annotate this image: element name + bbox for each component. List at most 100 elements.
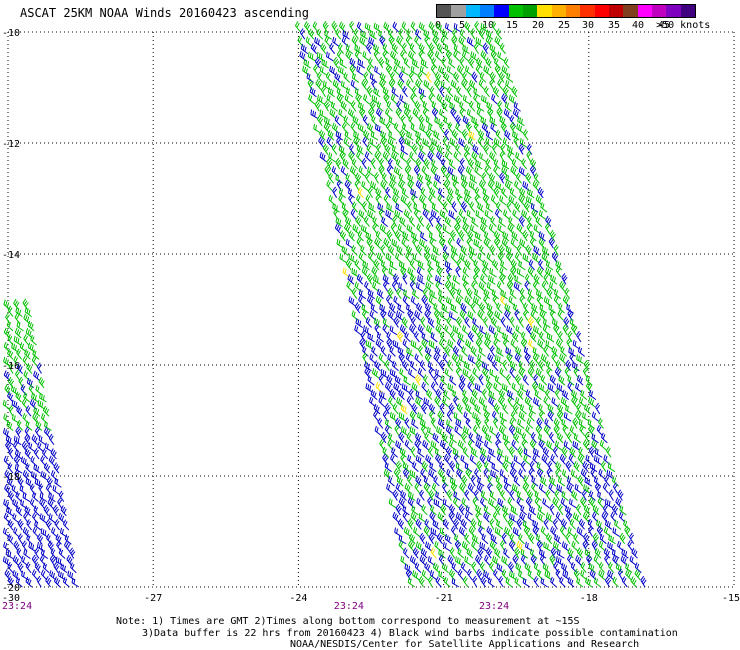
wind-barb — [462, 280, 468, 292]
wind-barb — [566, 476, 575, 487]
wind-barb — [455, 462, 464, 473]
wind-barb — [427, 151, 434, 163]
wind-barb — [369, 396, 376, 408]
wind-barb — [522, 520, 531, 530]
wind-barb — [5, 435, 14, 446]
wind-barb — [494, 354, 503, 364]
pass-time-label: 23:24 — [479, 601, 509, 612]
wind-barb — [519, 294, 525, 307]
wind-barb — [461, 78, 468, 90]
wind-barb — [388, 432, 395, 444]
wind-barb — [468, 525, 475, 537]
wind-barb — [400, 404, 408, 415]
wind-barb — [584, 403, 591, 415]
wind-barb — [415, 390, 424, 401]
wind-barb — [444, 345, 451, 357]
wind-barb — [314, 56, 322, 69]
wind-barb — [508, 446, 515, 458]
wind-barb — [402, 467, 410, 480]
wind-barb — [69, 547, 76, 559]
wind-barb — [571, 490, 578, 501]
wind-barb — [555, 360, 562, 372]
wind-barb — [435, 576, 442, 588]
wind-barb — [369, 244, 376, 256]
wind-barb — [39, 492, 48, 503]
wind-barb — [376, 332, 384, 343]
wind-barb — [417, 367, 425, 379]
wind-barb — [485, 158, 492, 170]
wind-barb — [327, 129, 335, 141]
wind-barb — [421, 294, 428, 307]
wind-barb — [401, 66, 409, 76]
wind-barb — [540, 374, 548, 386]
wind-barb — [463, 194, 471, 206]
wind-barb — [450, 79, 458, 91]
wind-barb — [419, 418, 428, 429]
wind-barb — [557, 476, 566, 487]
wind-barb — [362, 346, 369, 357]
wind-barb — [546, 287, 553, 300]
wind-barb — [314, 100, 321, 112]
wind-barb — [466, 36, 474, 47]
wind-barb — [493, 569, 500, 581]
wind-barb — [518, 533, 525, 545]
wind-barb — [512, 526, 521, 537]
wind-barb — [432, 519, 440, 530]
wind-barb — [407, 454, 415, 465]
wind-barb — [499, 172, 506, 184]
wind-barb — [469, 100, 476, 112]
wind-barb — [448, 58, 456, 69]
wind-barb — [322, 20, 329, 33]
wind-barb — [54, 519, 60, 531]
wind-barb — [418, 114, 425, 126]
wind-barb — [532, 179, 539, 191]
lat-tick-label: -10 — [2, 28, 20, 39]
wind-barb — [440, 503, 447, 516]
wind-barb — [436, 215, 443, 227]
wind-barb — [421, 569, 429, 581]
wind-barb — [434, 540, 442, 552]
wind-barb — [303, 21, 311, 33]
wind-barb — [592, 504, 600, 516]
wind-barb — [60, 563, 68, 574]
wind-barb — [391, 360, 399, 372]
wind-barb — [498, 71, 505, 83]
wind-barb — [459, 28, 467, 40]
wind-barb — [570, 323, 578, 336]
wind-barb — [498, 244, 505, 256]
wind-barb — [469, 201, 476, 213]
legend-swatch — [594, 5, 609, 17]
wind-barb — [588, 490, 596, 501]
wind-barb — [460, 173, 469, 184]
wind-barb — [546, 332, 555, 343]
wind-barb — [342, 208, 349, 220]
wind-barb — [521, 331, 528, 343]
wind-barb — [494, 310, 502, 321]
wind-barb — [420, 58, 429, 69]
wind-barb — [456, 193, 462, 206]
wind-barb — [348, 193, 354, 206]
wind-barb — [439, 402, 445, 415]
wind-barb — [467, 310, 475, 321]
wind-barb — [380, 179, 387, 191]
wind-barb — [457, 331, 465, 343]
wind-barb — [334, 115, 341, 127]
wind-barb — [309, 86, 317, 98]
wind-barb — [462, 395, 469, 408]
wind-barb — [504, 129, 511, 141]
wind-barb — [363, 71, 369, 83]
wind-barb — [543, 541, 551, 552]
wind-barb — [453, 151, 461, 163]
wind-barb — [480, 116, 488, 127]
wind-barb — [479, 325, 487, 336]
wind-barb — [22, 412, 29, 424]
wind-barb — [564, 505, 573, 516]
wind-barb — [369, 353, 377, 364]
wind-barb — [422, 287, 429, 299]
wind-barb — [517, 116, 525, 127]
wind-barb — [7, 533, 14, 545]
wind-barb — [546, 533, 553, 545]
wind-barb — [543, 518, 549, 530]
wind-barb — [457, 439, 465, 451]
wind-barb — [385, 58, 393, 69]
